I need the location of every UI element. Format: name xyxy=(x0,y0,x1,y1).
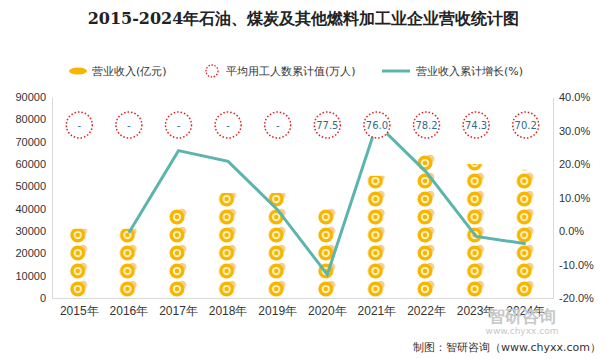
data-label: 77.5 xyxy=(316,120,338,131)
tick-label: 2019年 xyxy=(258,304,297,318)
tick-label: 40000 xyxy=(15,203,46,215)
legend-icon xyxy=(69,68,87,75)
tick-label: 2022年 xyxy=(407,304,446,318)
title: 2015-2024年石油、煤炭及其他燃料加工业企业营收统计图 xyxy=(88,9,520,28)
tick: 2018年 xyxy=(209,298,248,318)
tick-label: 70000 xyxy=(15,136,46,148)
tick-label: -20.0% xyxy=(559,292,594,304)
tick: 0.0% xyxy=(553,225,584,237)
employee-marker xyxy=(265,112,291,138)
source: 制图：智研咨询（www.chyxx.com） xyxy=(413,341,601,354)
watermark: www.chyxx.com xyxy=(486,326,559,336)
tick-label: 30.0% xyxy=(559,125,590,137)
tick-label: 2015年 xyxy=(60,304,99,318)
tick: 40000 xyxy=(15,203,52,215)
data-label: - xyxy=(177,120,181,131)
tick-label: 2016年 xyxy=(110,304,149,318)
bar xyxy=(211,193,246,298)
employee-marker xyxy=(66,112,92,138)
tick: 2015年 xyxy=(60,298,99,318)
axis-line xyxy=(52,98,53,299)
tick: 2019年 xyxy=(258,298,297,318)
tick-label: 40.0% xyxy=(559,91,590,103)
employee-marker xyxy=(314,112,340,138)
growth-line xyxy=(129,124,526,275)
tick: 60000 xyxy=(15,158,52,170)
tick: 70000 xyxy=(15,136,52,148)
tick: 2016年 xyxy=(110,298,149,318)
tick-label: 80000 xyxy=(15,113,46,125)
tick-label: 20.0% xyxy=(559,158,590,170)
y-axis: 0 10000 20000 30000 40000 50000 60000 70000 8000… xyxy=(15,91,52,304)
data-label: - xyxy=(127,120,131,131)
data-label: 74.3 xyxy=(465,120,487,131)
legend-label: 营业收入(亿元) xyxy=(92,65,167,78)
tick-label: 2020年 xyxy=(308,304,347,318)
tick: 0 xyxy=(40,292,52,304)
tick: 40.0% xyxy=(553,91,590,103)
tick-label: 90000 xyxy=(15,91,46,103)
tick: -20.0% xyxy=(553,292,594,304)
tick-label: 10.0% xyxy=(559,192,590,204)
data-label: - xyxy=(77,120,81,131)
tick: -10.0% xyxy=(553,259,594,271)
tick-label: 2018年 xyxy=(209,304,248,318)
bar xyxy=(62,229,97,298)
tick-label: 20000 xyxy=(15,247,46,259)
employee-marker xyxy=(215,112,241,138)
axis-line xyxy=(553,98,554,299)
data-label: - xyxy=(276,120,280,131)
tick-label: 0.0% xyxy=(559,225,584,237)
legend: 营业收入(亿元) 平均用工人数累计值(万人) 营业收入累计增长(%) xyxy=(69,65,523,78)
tick-label: 2017年 xyxy=(159,304,198,318)
legend-label: 营业收入累计增长(%) xyxy=(416,65,523,78)
axis-line xyxy=(53,298,554,299)
tick: 2022年 xyxy=(407,298,446,318)
tick: 50000 xyxy=(15,180,52,192)
bar xyxy=(161,207,196,298)
tick: 20.0% xyxy=(553,158,590,170)
tick: 90000 xyxy=(15,91,52,103)
tick-label: 50000 xyxy=(15,180,46,192)
tick: 20000 xyxy=(15,247,52,259)
bar xyxy=(508,170,543,298)
tick-label: 10000 xyxy=(15,270,46,282)
chart: 2015-2024年石油、煤炭及其他燃料加工业企业营收统计图 - - - - - 77.5 7… xyxy=(0,0,607,359)
data-label: - xyxy=(226,120,230,131)
data-label: 70.2 xyxy=(515,120,537,131)
tick: 2017年 xyxy=(159,298,198,318)
bar xyxy=(112,229,147,298)
tick-label: 0 xyxy=(40,292,46,304)
employee-marker xyxy=(513,112,539,138)
bar xyxy=(459,164,494,298)
data-label: 78.2 xyxy=(415,120,437,131)
tick-label: 2021年 xyxy=(358,304,397,318)
tick: 30.0% xyxy=(553,125,590,137)
tick-label: 30000 xyxy=(15,225,46,237)
tick: 10000 xyxy=(15,270,52,282)
legend-label: 平均用工人数累计值(万人) xyxy=(226,65,356,78)
tick: 2021年 xyxy=(358,298,397,318)
legend-icon xyxy=(206,65,218,77)
tick: 10.0% xyxy=(553,192,590,204)
plot-area xyxy=(62,124,543,298)
data-label: 76.0 xyxy=(366,120,388,131)
bar xyxy=(310,207,345,298)
tick: 30000 xyxy=(15,225,52,237)
tick-label: 60000 xyxy=(15,158,46,170)
x-axis: 2015年 2016年 2017年 2018年 2019年 2020年 2021年 2022年… xyxy=(53,298,554,318)
tick: 80000 xyxy=(15,113,52,125)
legend-icon xyxy=(382,70,410,73)
employee-marker xyxy=(463,112,489,138)
y2-axis: -20.0% -10.0% 0.0% 10.0% 20.0% 30.0% 40.0% xyxy=(553,91,594,304)
bar xyxy=(360,176,395,298)
employee-marker xyxy=(116,112,142,138)
tick: 2020年 xyxy=(308,298,347,318)
employee-marker xyxy=(165,112,191,138)
employee-marker xyxy=(364,112,390,138)
watermark: 智研咨询 xyxy=(487,306,556,326)
tick-label: -10.0% xyxy=(559,259,594,271)
employee-marker xyxy=(414,112,440,138)
